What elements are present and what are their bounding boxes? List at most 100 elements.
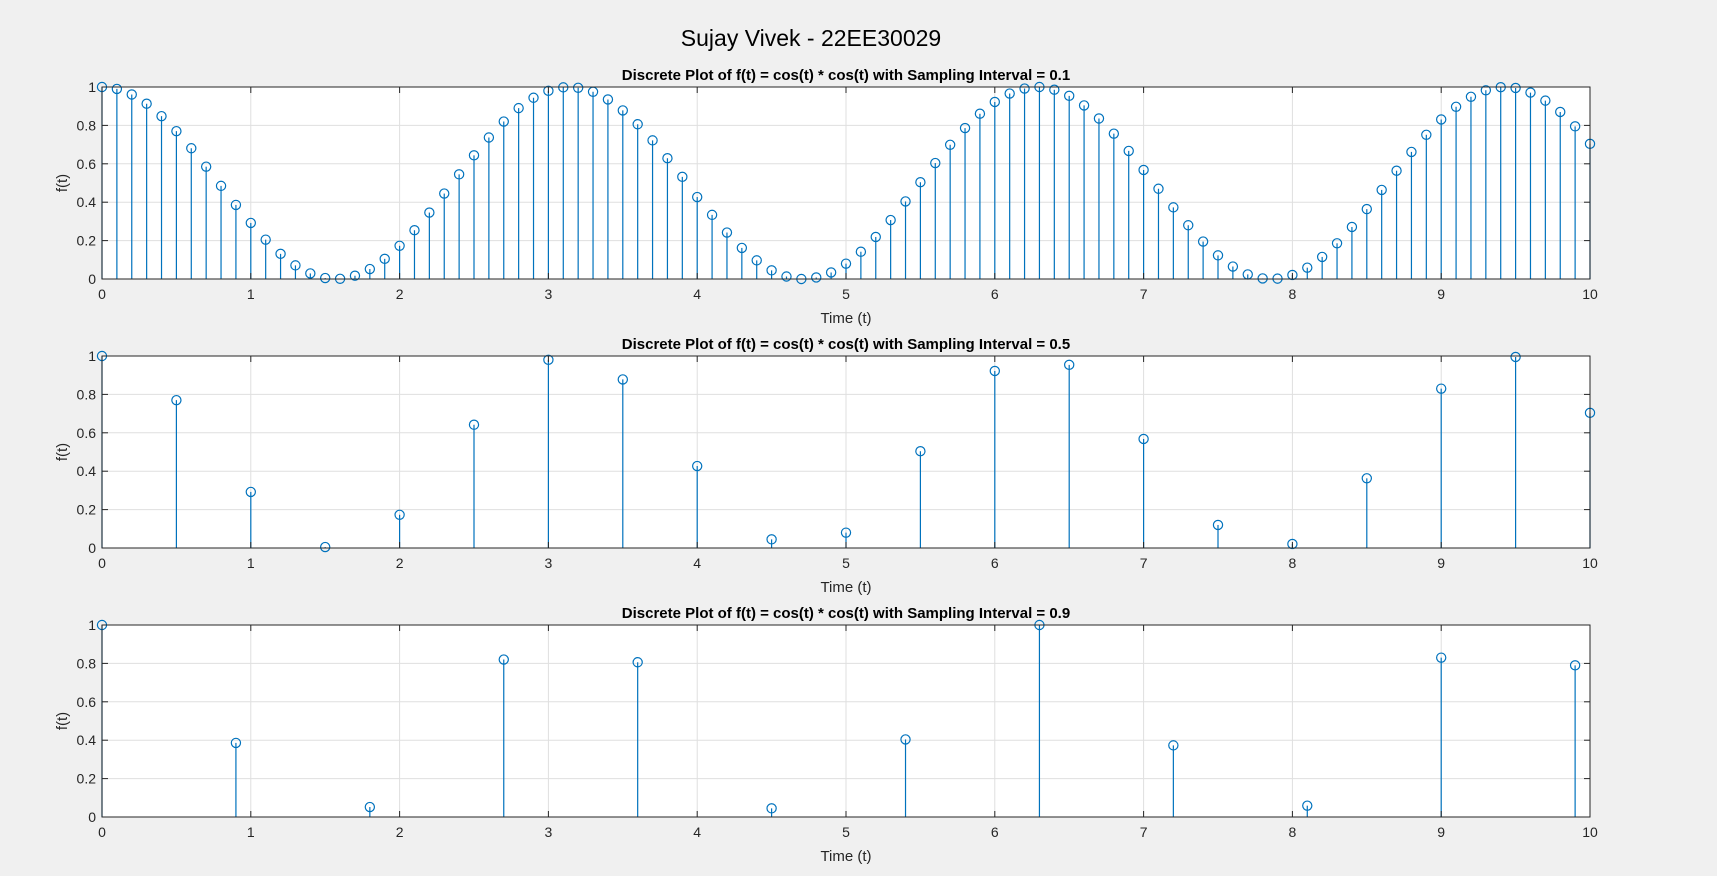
stem-marker [915,177,926,188]
stem-marker [840,527,852,538]
stem-marker [1302,262,1313,273]
x-axis-label: Time (t) [820,310,871,327]
y-tick-label: 0 [88,271,96,287]
stem-marker [736,242,748,254]
stem-marker [662,153,673,164]
stem-marker [1391,165,1402,176]
stem-marker [632,657,643,668]
stem-marker [483,132,495,143]
stem-marker [260,234,271,245]
stem-marker [1510,351,1521,363]
stem-marker [811,272,822,283]
x-tick-label: 6 [991,555,999,571]
stem-marker [141,98,152,109]
subplot-title: Discrete Plot of f(t) = cos(t) * cos(t) … [622,67,1070,84]
stem-marker [840,258,852,269]
stem-marker [1361,473,1373,484]
y-axis-label: f(t) [54,174,71,192]
stem-marker [498,116,509,127]
stem-marker [1540,95,1551,106]
x-tick-label: 10 [1582,555,1598,571]
stem-marker [186,143,197,154]
y-tick-label: 0.2 [77,233,97,249]
x-tick-label: 10 [1582,824,1598,840]
stem-marker [1525,87,1536,98]
stem-marker [1510,82,1521,94]
y-tick-label: 0.4 [77,463,97,479]
stem-marker [1569,660,1581,671]
stem-marker [677,171,688,183]
stem-marker [1019,83,1030,94]
stem-marker [1257,273,1268,284]
stem-marker [692,191,703,203]
stem-marker [751,255,762,266]
stem-marker [111,83,123,95]
x-tick-label: 8 [1289,286,1297,302]
stem-marker [855,246,867,257]
stem-marker [171,394,182,406]
stem-marker [766,265,777,276]
x-tick-label: 0 [98,286,106,302]
y-tick-label: 0 [88,809,96,825]
stem-marker [1287,269,1298,281]
stem-marker [1287,538,1298,550]
x-tick-label: 9 [1437,286,1445,302]
stem-marker [1227,261,1239,272]
x-tick-label: 7 [1140,824,1148,840]
stem-marker [394,509,405,520]
stem-marker [870,231,881,243]
stem-marker [1168,202,1179,213]
stem-marker [498,654,509,665]
y-tick-label: 1 [88,617,96,633]
stem-marker [989,96,1001,108]
stem-marker [617,374,629,385]
stem-marker [900,196,911,207]
stem-marker [468,150,480,161]
stem-marker [394,240,405,251]
stem-marker [766,534,777,545]
x-tick-label: 2 [396,824,404,840]
stem-marker [1569,121,1581,132]
stem-marker [126,89,137,100]
stem-marker [602,94,614,105]
stem-marker [1555,106,1566,118]
stem-marker [692,460,703,472]
x-tick-label: 4 [693,824,701,840]
stem-marker [424,207,435,218]
stem-marker [1435,114,1447,125]
stem-marker [245,217,256,229]
x-tick-label: 0 [98,824,106,840]
y-tick-label: 0 [88,540,96,556]
stem-marker [944,139,956,150]
stem-marker [900,734,911,745]
y-tick-label: 0.4 [77,732,97,748]
x-tick-label: 1 [247,824,255,840]
x-tick-label: 1 [247,286,255,302]
stem-marker [171,125,182,137]
subplot-title: Discrete Plot of f(t) = cos(t) * cos(t) … [622,336,1070,353]
stem-marker [572,82,584,93]
stem-marker [1361,203,1373,215]
stem-marker [364,801,376,813]
x-tick-label: 0 [98,555,106,571]
x-axis-label: Time (t) [820,848,871,865]
y-tick-label: 0.8 [77,386,97,402]
y-tick-label: 0.8 [77,117,97,133]
x-tick-label: 10 [1582,286,1598,302]
stem-marker [320,272,331,284]
stem-marker [1316,251,1328,263]
stem-marker [781,271,792,282]
stem-marker [1049,84,1060,95]
stem-marker [974,108,986,119]
y-tick-label: 0.2 [77,502,97,518]
x-tick-label: 2 [396,286,404,302]
stem-marker [1421,129,1432,141]
stem-marker [647,135,658,146]
stem-marker [468,419,480,430]
stem-marker [320,541,331,553]
stem-marker [959,122,971,134]
x-tick-label: 5 [842,286,850,302]
stem-marker [1153,183,1164,194]
stem-marker [930,157,941,169]
stem-marker [528,92,539,103]
